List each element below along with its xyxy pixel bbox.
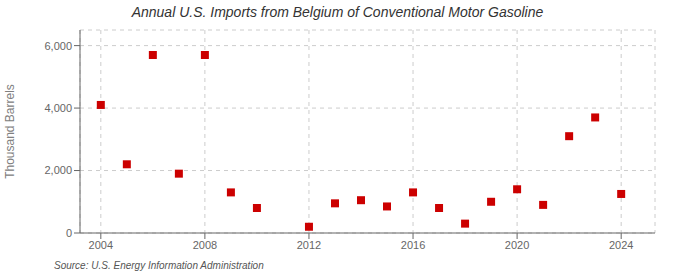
svg-text:2008: 2008 — [193, 239, 217, 251]
svg-text:2004: 2004 — [89, 239, 113, 251]
svg-text:2020: 2020 — [505, 239, 529, 251]
svg-text:2012: 2012 — [297, 239, 321, 251]
html-text:Annual U.S. Imports from Belgi: Annual U.S. Imports from Belgium of Conv… — [131, 4, 544, 20]
html-text:Source: U.S. Energy Informatio: Source: U.S. Energy Information Administ… — [54, 260, 264, 271]
svg-text:Thousand Barrels: Thousand Barrels — [8, 84, 17, 179]
svg-text:0: 0 — [66, 227, 72, 239]
svg-text:2024: 2024 — [609, 239, 633, 251]
svg-text:6,000: 6,000 — [44, 40, 72, 52]
svg-text:4,000: 4,000 — [44, 102, 72, 114]
svg-text:2,000: 2,000 — [44, 164, 72, 176]
svg-text:2016: 2016 — [401, 239, 425, 251]
